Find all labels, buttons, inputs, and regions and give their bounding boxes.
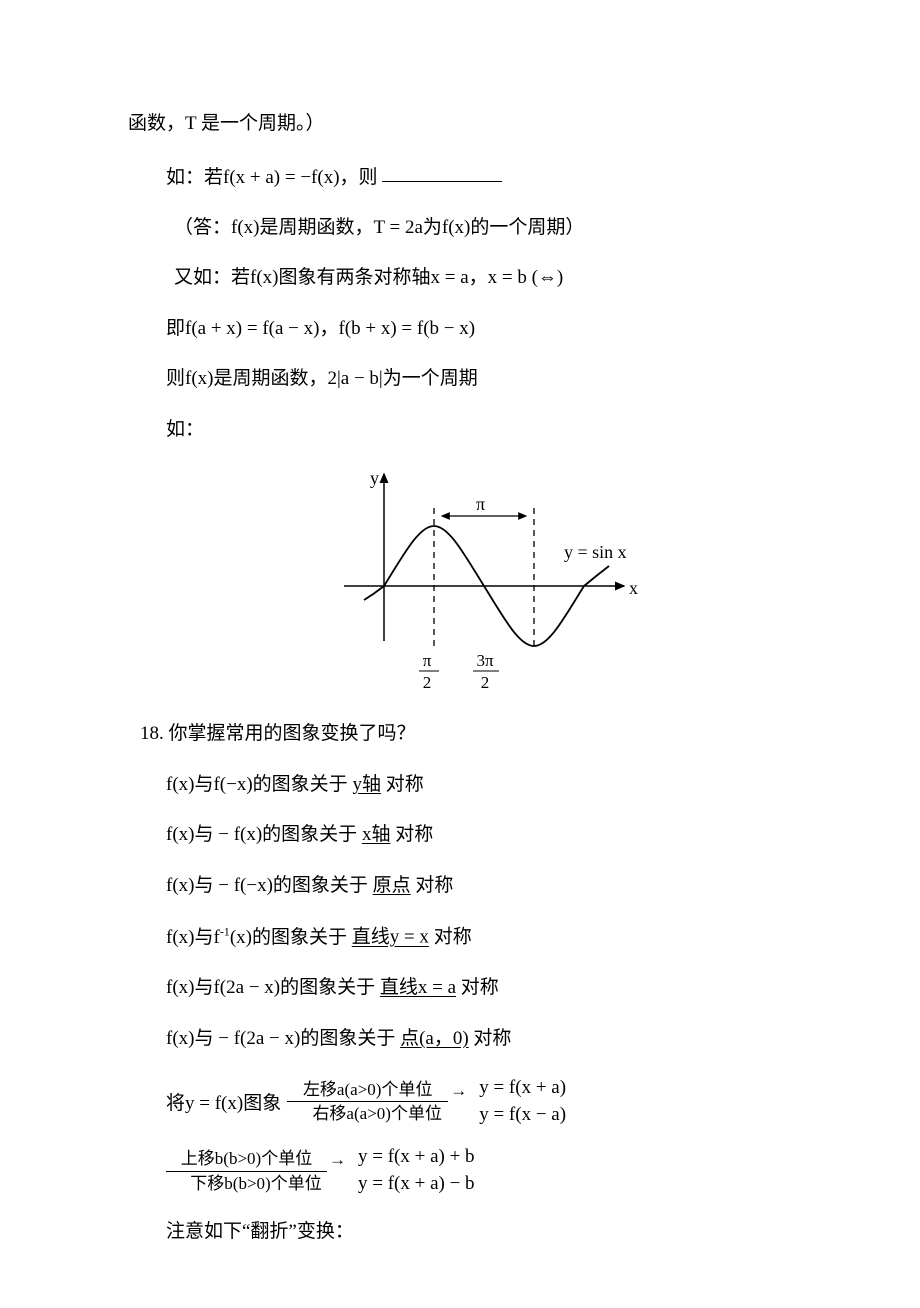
shift-1-result: y = f(x + a) y = f(x − a) [479,1075,566,1128]
pi-label: π [476,494,485,514]
arrow-right-icon: → [329,1149,346,1170]
shift-1: 将y = f(x)图象 左移a(a>0)个单位 → 右移a(a>0)个单位 y … [166,1075,860,1128]
shift-2-result: y = f(x + a) + b y = f(x + a) − b [358,1144,475,1197]
line-4: 即f(a + x) = f(a − x)，f(b + x) = f(b − x) [166,315,860,344]
sym-5: f(x)与f(2a − x)的图象关于 直线x = a 对称 [166,974,860,1003]
blank-fill [382,161,502,183]
shift-2: 上移b(b>0)个单位 → 下移b(b>0)个单位 y = f(x + a) +… [166,1144,860,1197]
svg-text:2: 2 [481,673,490,692]
q18-number: 18. [140,723,164,744]
sym-3: f(x)与 − f(−x)的图象关于 原点 对称 [166,872,860,901]
q18-title: 你掌握常用的图象变换了吗？ [169,723,416,744]
line-1-text: 如：若f(x + a) = −f(x)，则 [166,166,378,187]
y-axis-label: y [370,468,379,488]
shift-1-lead: 将y = f(x)图象 [166,1088,281,1115]
sine-graph: y x π y = sin x π 2 3π 2 [128,466,860,702]
shift-2-arrow: 上移b(b>0)个单位 → 下移b(b>0)个单位 [166,1148,346,1194]
sym-1: f(x)与f(−x)的图象关于 y轴 对称 [166,771,860,800]
sym-4: f(x)与f-1(x)的图象关于 直线y = x 对称 [166,922,860,952]
sym-2: f(x)与 − f(x)的图象关于 x轴 对称 [166,821,860,850]
line-6: 如： [166,416,860,445]
curve-label: y = sin x [564,542,627,562]
shift-1-arrow: 左移a(a>0)个单位 → 右移a(a>0)个单位 [287,1079,467,1125]
arrow-right-icon: → [450,1080,467,1101]
svg-text:2: 2 [423,673,432,692]
q18: 18. 你掌握常用的图象变换了吗？ [140,720,860,749]
line-1: 如：若f(x + a) = −f(x)，则 [166,161,860,192]
header-line: 函数，T 是一个周期。） [128,110,860,139]
sine-svg: y x π y = sin x π 2 3π 2 [324,466,664,696]
x-axis-label: x [629,578,638,598]
line-2: （答：f(x)是周期函数，T = 2a为f(x)的一个周期） [174,214,860,243]
line-5: 则f(x)是周期函数，2|a − b|为一个周期 [166,365,860,394]
line-3: 又如：若f(x)图象有两条对称轴x = a，x = b (⇔) [174,264,860,293]
footer-line: 注意如下“翻折”变换： [166,1218,860,1247]
svg-text:π: π [423,651,432,670]
svg-text:3π: 3π [476,651,494,670]
sym-6: f(x)与 − f(2a − x)的图象关于 点(a，0) 对称 [166,1025,860,1054]
